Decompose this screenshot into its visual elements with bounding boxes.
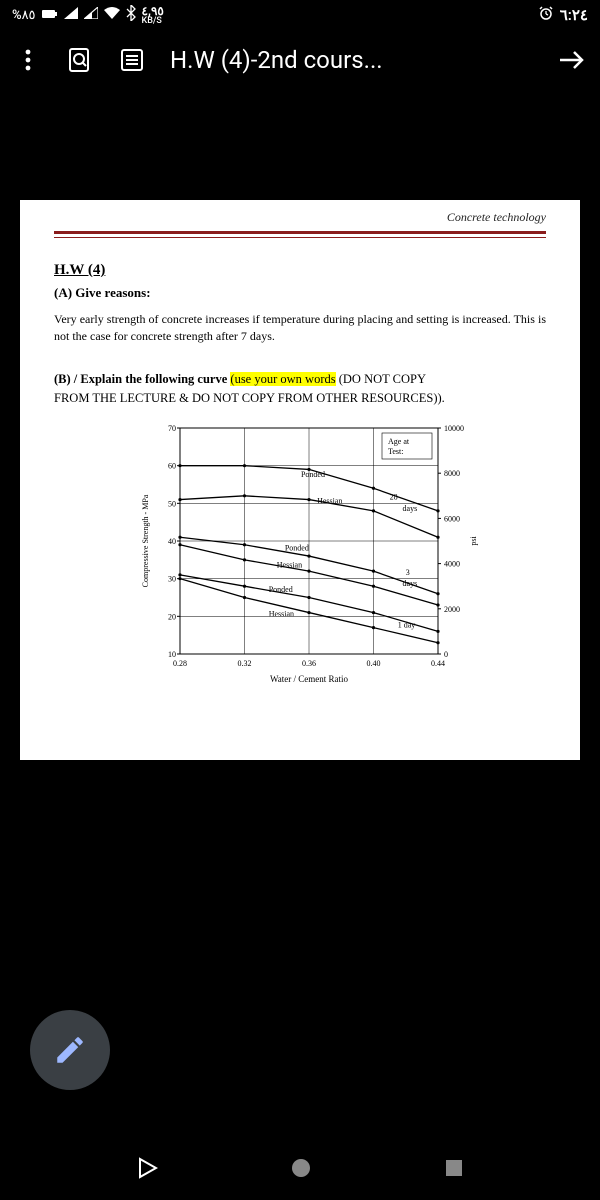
svg-text:psi: psi bbox=[469, 535, 478, 545]
clock-time: ٦:٢٤ bbox=[560, 6, 588, 24]
svg-text:1 day: 1 day bbox=[398, 620, 416, 629]
svg-text:Ponded: Ponded bbox=[285, 543, 309, 552]
svg-text:2000: 2000 bbox=[444, 605, 460, 614]
back-button[interactable] bbox=[558, 48, 586, 72]
document-page[interactable]: Concrete technology H.W (4) (A) Give rea… bbox=[20, 200, 580, 760]
pencil-icon bbox=[53, 1033, 87, 1067]
svg-text:70: 70 bbox=[168, 424, 176, 433]
signal-icon bbox=[64, 7, 78, 23]
header-rule-thick bbox=[54, 231, 546, 234]
section-b-line2: FROM THE LECTURE & DO NOT COPY FROM OTHE… bbox=[54, 391, 546, 406]
system-nav-bar bbox=[0, 1140, 600, 1200]
nav-back-button[interactable] bbox=[444, 1158, 464, 1182]
edit-fab[interactable] bbox=[30, 1010, 110, 1090]
doc-header-subtitle: Concrete technology bbox=[54, 210, 546, 225]
svg-text:4000: 4000 bbox=[444, 559, 460, 568]
svg-text:Ponded: Ponded bbox=[269, 585, 293, 594]
battery-icon bbox=[42, 7, 58, 23]
net-speed: ٤,٩٥ KB/S bbox=[142, 5, 164, 26]
svg-text:0.44: 0.44 bbox=[431, 659, 445, 668]
svg-text:0.32: 0.32 bbox=[238, 659, 252, 668]
svg-text:20: 20 bbox=[168, 612, 176, 621]
svg-text:28: 28 bbox=[390, 492, 398, 501]
svg-text:0: 0 bbox=[444, 650, 448, 659]
svg-text:0.40: 0.40 bbox=[367, 659, 381, 668]
svg-text:Hessian: Hessian bbox=[317, 496, 342, 505]
strength-vs-wcr-chart: 0.28 0.32 0.36 0.40 0.44 10 20 30 40 50 60 70 0 2000 4… bbox=[134, 418, 484, 688]
svg-text:Hessian: Hessian bbox=[277, 560, 302, 569]
hw-heading: H.W (4) bbox=[54, 262, 546, 279]
section-a-label: (A) Give reasons: bbox=[54, 285, 546, 301]
bluetooth-icon bbox=[126, 5, 136, 25]
nav-home-button[interactable] bbox=[290, 1157, 312, 1183]
svg-text:10: 10 bbox=[168, 650, 176, 659]
svg-text:Hessian: Hessian bbox=[269, 609, 294, 618]
document-title: H.W (4)-2nd cours... bbox=[170, 46, 534, 74]
svg-text:30: 30 bbox=[168, 574, 176, 583]
battery-percent: %٨٥ bbox=[12, 8, 36, 23]
svg-text:50: 50 bbox=[168, 499, 176, 508]
wifi-icon bbox=[104, 7, 120, 23]
svg-text:40: 40 bbox=[168, 537, 176, 546]
svg-text:0.36: 0.36 bbox=[302, 659, 316, 668]
nav-recent-button[interactable] bbox=[136, 1157, 158, 1183]
svg-text:Age at: Age at bbox=[388, 437, 410, 446]
svg-text:Test:: Test: bbox=[388, 447, 403, 456]
alarm-icon bbox=[538, 6, 554, 24]
status-left: %٨٥ ٤,٩٥ KB/S bbox=[12, 5, 164, 26]
svg-text:Water / Cement Ratio: Water / Cement Ratio bbox=[270, 674, 349, 684]
section-a-body: Very early strength of concrete increase… bbox=[54, 311, 546, 346]
svg-text:8000: 8000 bbox=[444, 469, 460, 478]
svg-text:3: 3 bbox=[406, 568, 410, 577]
svg-text:days: days bbox=[403, 579, 418, 588]
status-bar: %٨٥ ٤,٩٥ KB/S ٦:٢٤ bbox=[0, 0, 600, 30]
status-right: ٦:٢٤ bbox=[538, 6, 588, 24]
svg-text:60: 60 bbox=[168, 461, 176, 470]
svg-text:0.28: 0.28 bbox=[173, 659, 187, 668]
svg-text:Compressive Strength - MPa: Compressive Strength - MPa bbox=[141, 494, 150, 587]
section-b-line1: (B) / Explain the following curve (use y… bbox=[54, 372, 546, 387]
signal-icon-2 bbox=[84, 7, 98, 23]
svg-text:days: days bbox=[403, 504, 418, 513]
app-bar: H.W (4)-2nd cours... bbox=[0, 30, 600, 90]
svg-text:6000: 6000 bbox=[444, 514, 460, 523]
header-rule-thin bbox=[54, 237, 546, 238]
more-menu-button[interactable] bbox=[14, 48, 42, 72]
outline-button[interactable] bbox=[118, 47, 146, 73]
svg-text:Ponded: Ponded bbox=[301, 470, 325, 479]
svg-text:10000: 10000 bbox=[444, 424, 464, 433]
search-in-page-button[interactable] bbox=[66, 47, 94, 73]
